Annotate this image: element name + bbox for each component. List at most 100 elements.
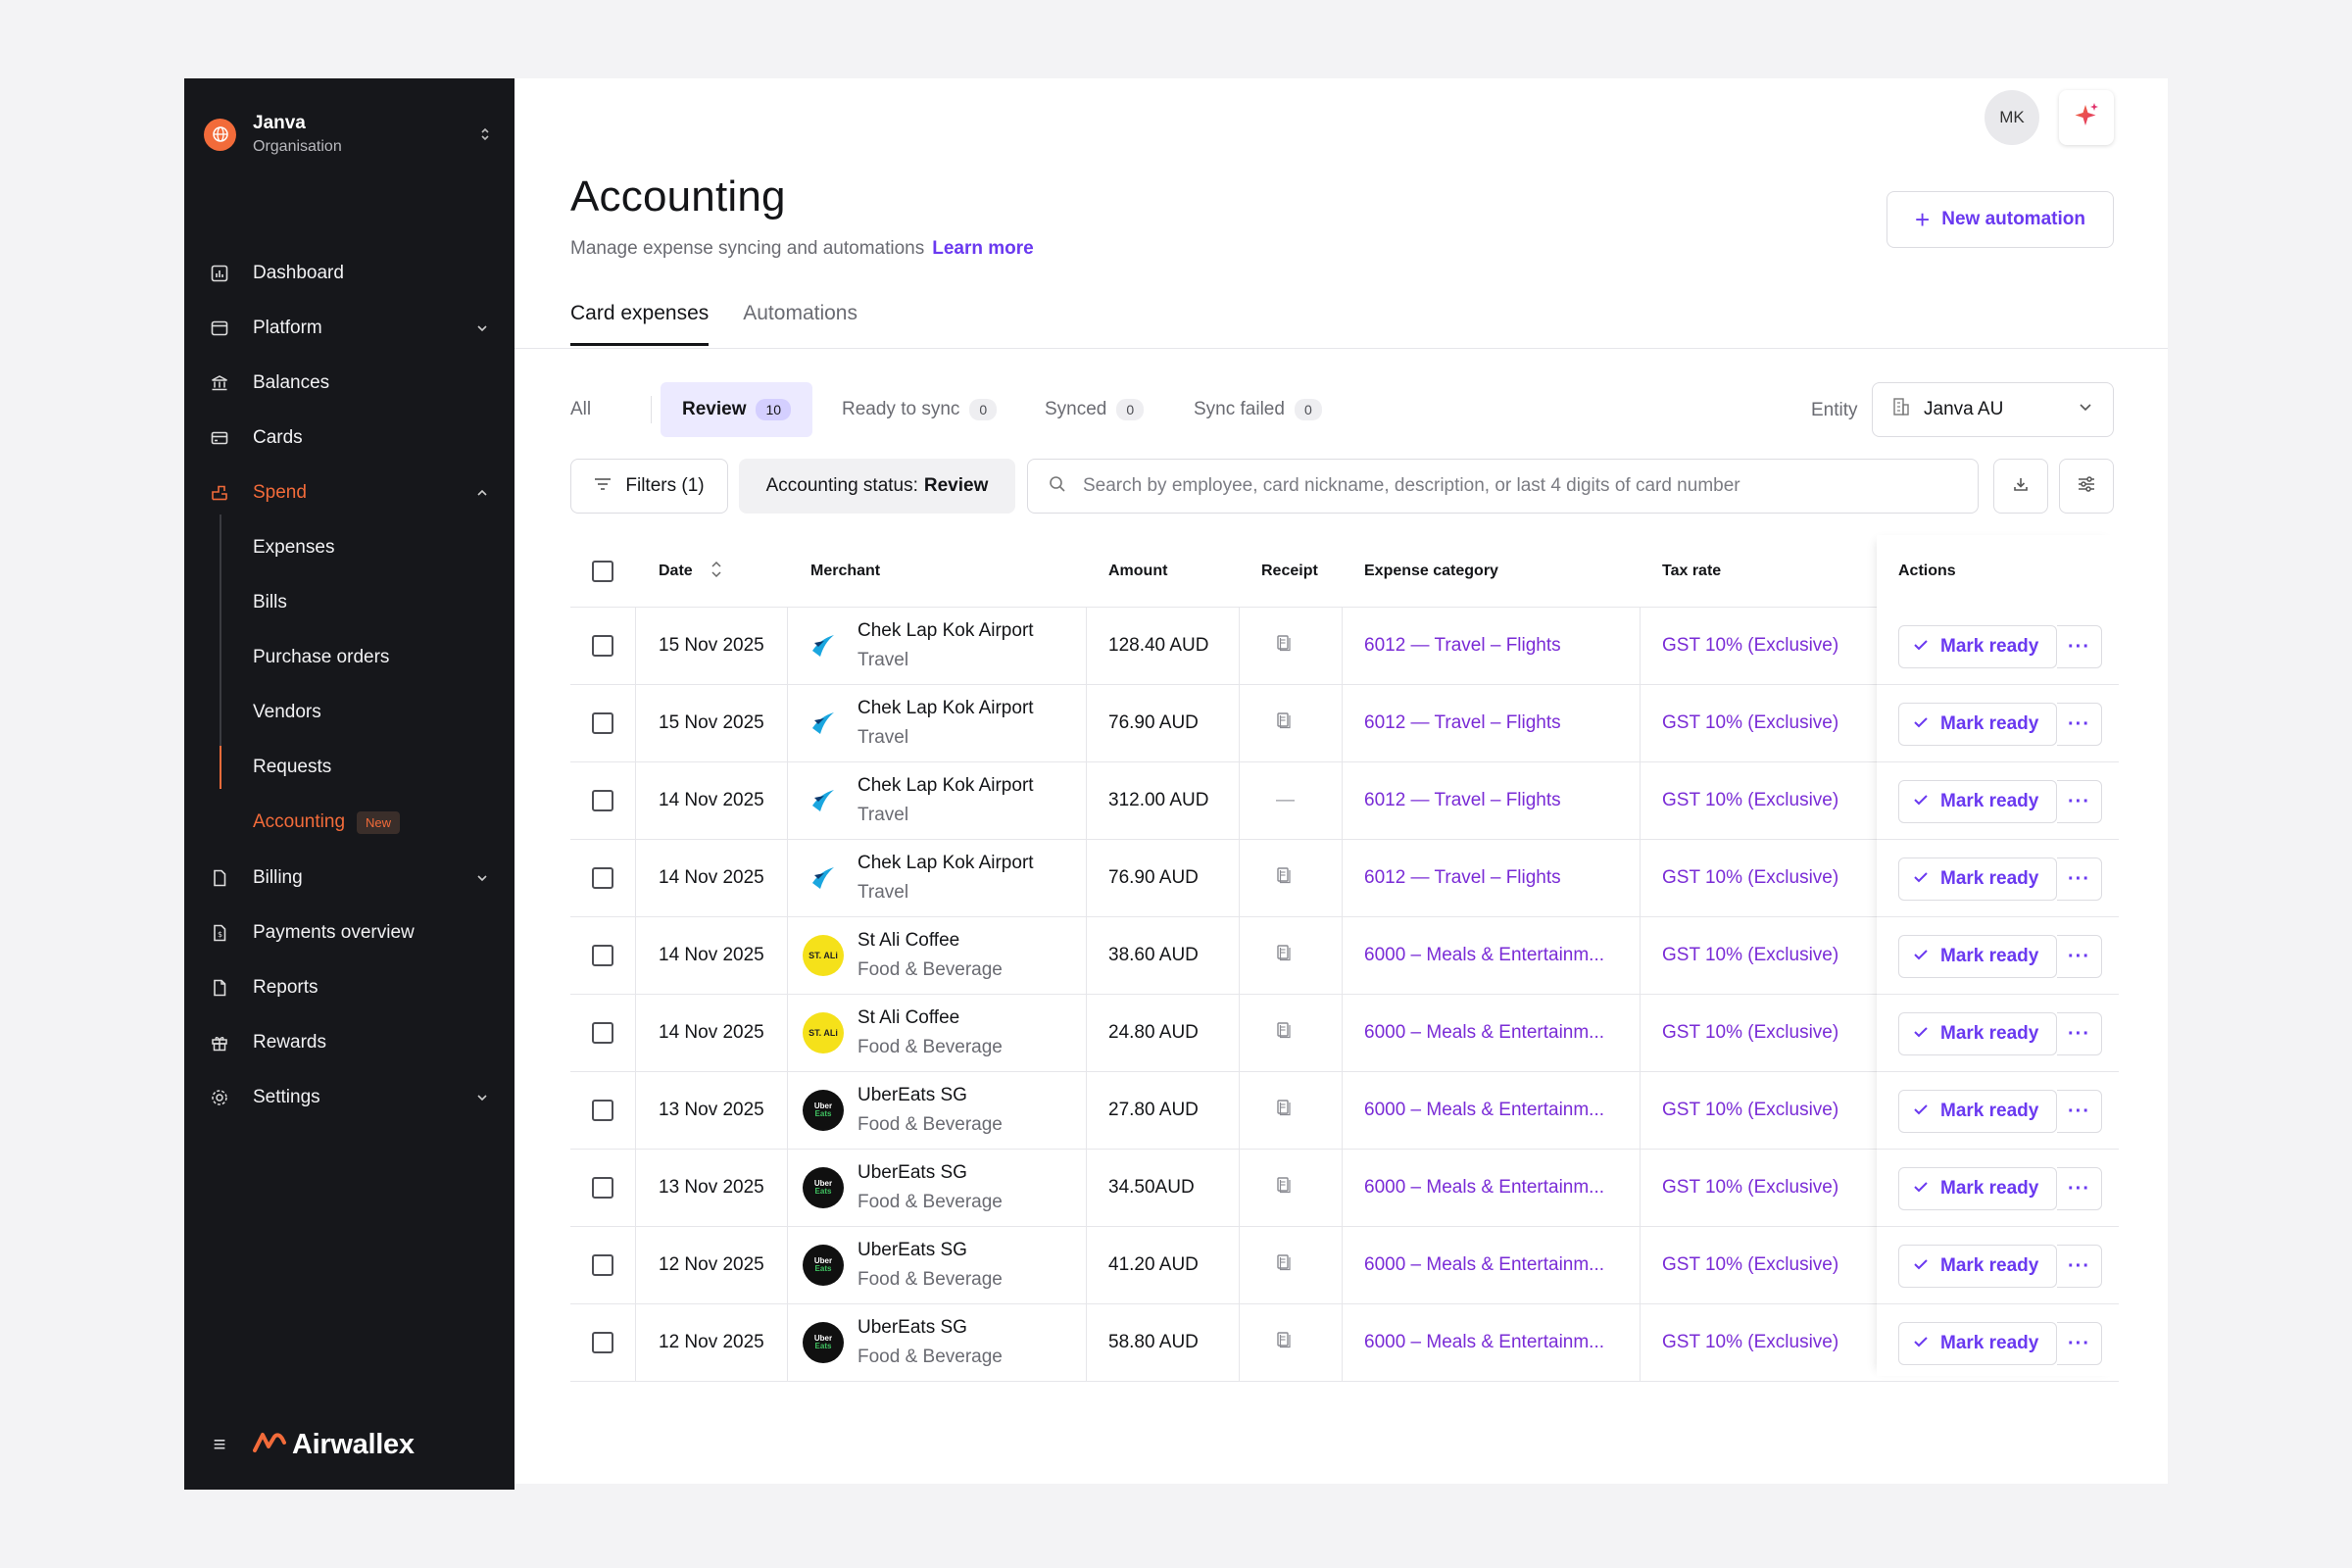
receipt-icon[interactable]	[1276, 1176, 1292, 1200]
chevron-down-icon[interactable]	[473, 319, 491, 337]
expense-category[interactable]: 6012 — Travel – Flights	[1364, 867, 1561, 888]
status-tab-sync-failed[interactable]: Sync failed 0	[1172, 382, 1344, 437]
expense-category[interactable]: 6000 – Meals & Entertainm...	[1364, 1332, 1605, 1352]
tax-rate[interactable]: GST 10% (Exclusive)	[1662, 635, 1839, 656]
status-tab-ready-to-sync[interactable]: Ready to sync 0	[820, 382, 1018, 437]
filters-button[interactable]: Filters (1)	[570, 459, 728, 514]
receipt-icon[interactable]	[1276, 711, 1292, 735]
sidebar-item-reports[interactable]: Reports	[208, 966, 491, 1009]
table-row[interactable]: 13 Nov 2025 Uber Eats UberEats SG Food & Bev…	[570, 1150, 2119, 1227]
mark-ready-button[interactable]: Mark ready	[1898, 1245, 2057, 1288]
sidebar-item-balances[interactable]: Balances	[208, 362, 491, 405]
tax-rate[interactable]: GST 10% (Exclusive)	[1662, 867, 1839, 888]
table-row[interactable]: 14 Nov 2025 ST. ALi St Ali Coffee Food & Be…	[570, 995, 2119, 1072]
expense-category[interactable]: 6000 – Meals & Entertainm...	[1364, 1254, 1605, 1275]
learn-more-link[interactable]: Learn more	[932, 238, 1034, 259]
sidebar-item-payments-overview[interactable]: $ Payments overview	[208, 911, 491, 955]
sort-icon[interactable]	[710, 560, 722, 584]
org-switcher[interactable]: Janva Organisation	[204, 102, 495, 167]
chevron-down-icon[interactable]	[473, 1089, 491, 1106]
row-checkbox[interactable]	[592, 685, 613, 761]
receipt-icon[interactable]	[1276, 1253, 1292, 1277]
column-header-date[interactable]: Date	[659, 535, 722, 608]
tax-rate[interactable]: GST 10% (Exclusive)	[1662, 1332, 1839, 1352]
mark-ready-button[interactable]: Mark ready	[1898, 858, 2057, 901]
mark-ready-button[interactable]: Mark ready	[1898, 625, 2057, 668]
receipt-icon[interactable]	[1276, 866, 1292, 890]
mark-ready-button[interactable]: Mark ready	[1898, 780, 2057, 823]
expense-category[interactable]: 6000 – Meals & Entertainm...	[1364, 1022, 1605, 1043]
receipt-icon[interactable]	[1276, 1099, 1292, 1122]
menu-icon[interactable]: ≡	[213, 1432, 226, 1456]
sidebar-item-platform[interactable]: Platform	[208, 307, 491, 350]
sidebar-item-vendors[interactable]: Vendors	[253, 691, 491, 734]
tax-rate[interactable]: GST 10% (Exclusive)	[1662, 1177, 1839, 1198]
row-checkbox[interactable]	[592, 762, 613, 839]
sidebar-item-rewards[interactable]: Rewards	[208, 1021, 491, 1064]
status-tab-all[interactable]: All	[570, 382, 591, 437]
more-actions-button[interactable]: ···	[2057, 780, 2102, 823]
chevron-up-icon[interactable]	[473, 484, 491, 502]
expense-category[interactable]: 6000 – Meals & Entertainm...	[1364, 1100, 1605, 1120]
more-actions-button[interactable]: ···	[2057, 1322, 2102, 1365]
tax-rate[interactable]: GST 10% (Exclusive)	[1662, 1100, 1839, 1120]
mark-ready-button[interactable]: Mark ready	[1898, 1167, 2057, 1210]
expense-category[interactable]: 6012 — Travel – Flights	[1364, 712, 1561, 733]
row-checkbox[interactable]	[592, 917, 613, 994]
table-row[interactable]: 14 Nov 2025 ST. ALi St Ali Coffee Food & Be…	[570, 917, 2119, 995]
switch-chevrons-icon[interactable]	[475, 122, 495, 146]
row-checkbox[interactable]	[592, 1150, 613, 1226]
tax-rate[interactable]: GST 10% (Exclusive)	[1662, 1254, 1839, 1275]
status-tab-synced[interactable]: Synced 0	[1023, 382, 1165, 437]
tax-rate[interactable]: GST 10% (Exclusive)	[1662, 945, 1839, 965]
tab-card-expenses[interactable]: Card expenses	[570, 302, 710, 346]
row-checkbox[interactable]	[592, 1227, 613, 1303]
mark-ready-button[interactable]: Mark ready	[1898, 1090, 2057, 1133]
table-row[interactable]: 12 Nov 2025 Uber Eats UberEats SG Food & Bev…	[570, 1227, 2119, 1304]
sidebar-item-purchase-orders[interactable]: Purchase orders	[253, 636, 491, 679]
table-row[interactable]: 14 Nov 2025 Chek Lap Kok Airport Travel 76.…	[570, 840, 2119, 917]
more-actions-button[interactable]: ···	[2057, 703, 2102, 746]
table-row[interactable]: 15 Nov 2025 Chek Lap Kok Airport Travel 128…	[570, 608, 2119, 685]
more-actions-button[interactable]: ···	[2057, 1167, 2102, 1210]
tax-rate[interactable]: GST 10% (Exclusive)	[1662, 712, 1839, 733]
receipt-icon[interactable]	[1276, 1021, 1292, 1045]
expense-category[interactable]: 6000 – Meals & Entertainm...	[1364, 945, 1605, 965]
receipt-icon[interactable]	[1276, 944, 1292, 967]
status-filter-chip[interactable]: Accounting status: Review	[739, 459, 1015, 514]
sidebar-item-accounting[interactable]: Accounting New	[253, 801, 491, 844]
status-tab-review[interactable]: Review 10	[661, 382, 813, 437]
row-checkbox[interactable]	[592, 1072, 613, 1149]
avatar[interactable]: MK	[1984, 90, 2039, 145]
chevron-down-icon[interactable]	[473, 869, 491, 887]
download-button[interactable]	[1993, 459, 2048, 514]
mark-ready-button[interactable]: Mark ready	[1898, 1322, 2057, 1365]
expense-category[interactable]: 6000 – Meals & Entertainm...	[1364, 1177, 1605, 1198]
sidebar-item-expenses[interactable]: Expenses	[253, 526, 491, 569]
receipt-icon[interactable]	[1276, 634, 1292, 658]
mark-ready-button[interactable]: Mark ready	[1898, 703, 2057, 746]
expense-category[interactable]: 6012 — Travel – Flights	[1364, 790, 1561, 810]
ai-assistant-button[interactable]	[2059, 90, 2114, 145]
row-checkbox[interactable]	[592, 1304, 613, 1381]
row-checkbox[interactable]	[592, 840, 613, 916]
sidebar-item-bills[interactable]: Bills	[253, 581, 491, 624]
more-actions-button[interactable]: ···	[2057, 1012, 2102, 1055]
more-actions-button[interactable]: ···	[2057, 1245, 2102, 1288]
table-row[interactable]: 13 Nov 2025 Uber Eats UberEats SG Food & Bev…	[570, 1072, 2119, 1150]
table-row[interactable]: 15 Nov 2025 Chek Lap Kok Airport Travel 76.…	[570, 685, 2119, 762]
sidebar-item-settings[interactable]: Settings	[208, 1076, 491, 1119]
tab-automations[interactable]: Automations	[743, 302, 858, 324]
sidebar-item-cards[interactable]: Cards	[208, 416, 491, 460]
select-all-checkbox[interactable]	[592, 535, 613, 608]
sidebar-item-billing[interactable]: Billing	[208, 857, 491, 900]
more-actions-button[interactable]: ···	[2057, 858, 2102, 901]
mark-ready-button[interactable]: Mark ready	[1898, 1012, 2057, 1055]
sidebar-item-requests[interactable]: Requests	[253, 746, 491, 789]
mark-ready-button[interactable]: Mark ready	[1898, 935, 2057, 978]
more-actions-button[interactable]: ···	[2057, 1090, 2102, 1133]
tax-rate[interactable]: GST 10% (Exclusive)	[1662, 1022, 1839, 1043]
more-actions-button[interactable]: ···	[2057, 935, 2102, 978]
entity-select[interactable]: Janva AU	[1872, 382, 2114, 437]
row-checkbox[interactable]	[592, 608, 613, 684]
